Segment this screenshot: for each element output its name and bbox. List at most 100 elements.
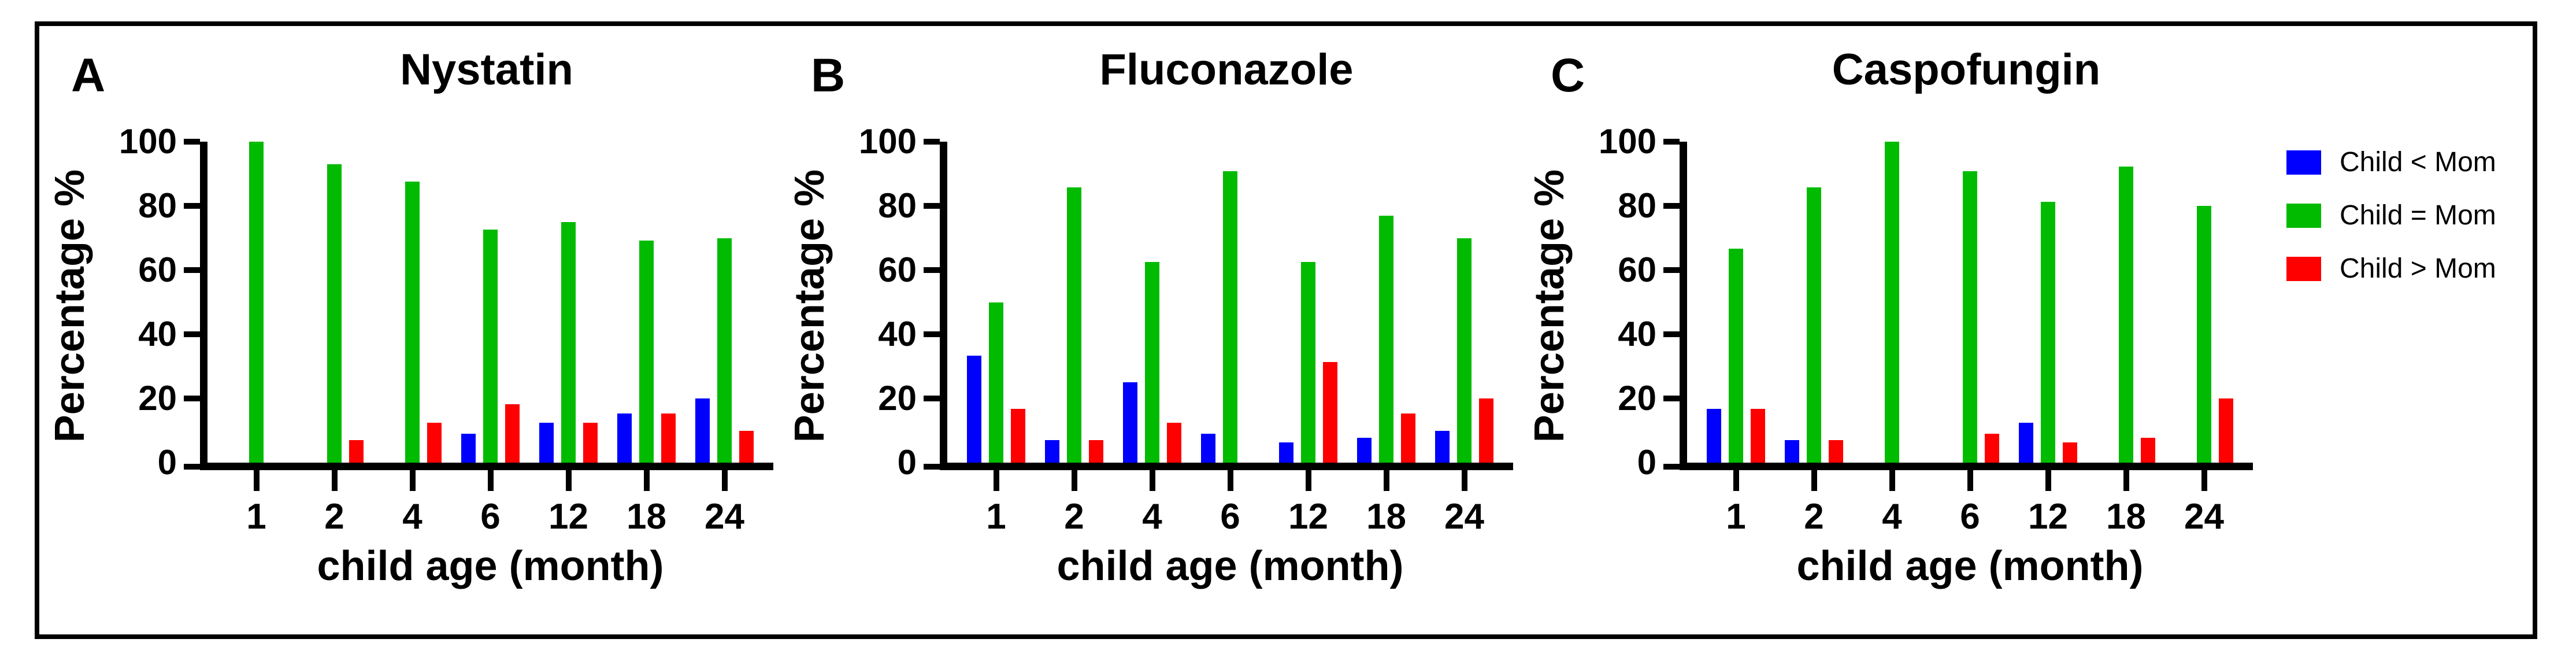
y-tick-label: 20 [878, 379, 917, 418]
x-axis-title: child age (month) [1796, 543, 2144, 589]
plot-area [200, 142, 773, 470]
bar-group-age-4 [1863, 142, 1921, 463]
x-tick-label: 6 [1220, 497, 1240, 537]
bar-group-age-12 [539, 142, 598, 463]
x-tick-cell [1201, 470, 1259, 493]
bar [1885, 142, 1899, 463]
bar-group-age-4 [383, 142, 442, 463]
y-tick-label: 40 [878, 315, 917, 353]
bar [1201, 433, 1215, 463]
bar [1479, 398, 1493, 463]
x-tick-mark [253, 470, 260, 491]
x-tick-cell [1435, 470, 1493, 493]
bar [483, 229, 498, 463]
bar [2141, 438, 2155, 463]
x-tick-mark [1383, 470, 1389, 491]
bar [1357, 438, 1372, 463]
x-tick-cell [2175, 470, 2233, 493]
x-tick-mark [409, 470, 416, 491]
x-tick-label: 18 [2106, 497, 2146, 537]
x-axis-ticks [1687, 470, 2253, 493]
y-axis-title: Percentage % [46, 169, 93, 443]
bar-group-age-24 [1435, 142, 1493, 463]
x-tick-label: 12 [1288, 497, 1328, 537]
x-tick-mark [1305, 470, 1311, 491]
bar [2019, 422, 2033, 463]
x-tick-mark [721, 470, 728, 491]
x-tick-cell [617, 470, 676, 493]
y-tick-label: 80 [138, 186, 177, 225]
y-axis-ticks: 0 20 40 60 80 100 [100, 122, 200, 482]
x-tick-mark [1967, 470, 1973, 491]
bar [1435, 430, 1450, 463]
y-axis-title: Percentage % [1526, 169, 1573, 443]
bar-group-age-1 [967, 142, 1025, 463]
bar-group-age-2 [1045, 142, 1103, 463]
y-tick-label: 60 [878, 250, 917, 289]
y-tick-label: 80 [1618, 186, 1656, 225]
x-tick-mark [1071, 470, 1077, 491]
x-tick-cell [1123, 470, 1181, 493]
x-tick-mark [1149, 470, 1155, 491]
y-axis-ticks: 0 20 40 60 80 100 [840, 122, 940, 482]
x-tick-cell [227, 470, 286, 493]
y-tick-label: 100 [118, 122, 177, 161]
y-tick-mark [184, 396, 200, 401]
x-tick-label: 4 [1882, 497, 1902, 537]
y-tick-label: 40 [1618, 315, 1656, 353]
x-tick-cell [1863, 470, 1921, 493]
y-tick-mark [1663, 396, 1680, 401]
x-tick-cell [1279, 470, 1337, 493]
panel-title: Caspofungin [1832, 45, 2101, 94]
x-tick-cell [539, 470, 598, 493]
legend-label: Child < Mom [2340, 147, 2496, 178]
plot-area [940, 142, 1513, 470]
bar [1301, 262, 1315, 463]
y-axis-ticks: 0 20 40 60 80 100 [1580, 122, 1680, 482]
x-tick-cell [1785, 470, 1843, 493]
y-tick-label: 80 [878, 186, 917, 225]
y-tick-mark [1663, 331, 1680, 337]
y-tick-label: 100 [858, 122, 917, 161]
x-tick-label: 4 [1142, 497, 1162, 537]
bar [539, 422, 554, 463]
y-tick-label: 40 [138, 315, 177, 353]
x-tick-mark [993, 470, 999, 491]
bar-group-age-12 [1279, 142, 1337, 463]
bar [505, 404, 520, 463]
bar [695, 398, 710, 463]
bar [2119, 166, 2133, 463]
bar-group-age-1 [227, 142, 286, 463]
bar [2219, 398, 2233, 463]
y-tick-label: 0 [157, 443, 177, 482]
x-tick-mark [1811, 470, 1817, 491]
y-tick-label: 20 [138, 379, 177, 418]
bar [989, 302, 1003, 463]
bar-group-age-18 [2097, 142, 2155, 463]
bar [1145, 262, 1159, 463]
legend: Child < Mom Child = Mom Child > Mom [2259, 26, 2533, 634]
x-tick-mark [2045, 470, 2051, 491]
bar [427, 422, 442, 463]
plot-area [1680, 142, 2253, 470]
legend-item: Child = Mom [2286, 202, 2533, 230]
bar-group-age-12 [2019, 142, 2077, 463]
y-tick-mark [924, 464, 940, 470]
x-tick-label: 2 [324, 497, 344, 537]
bar [1829, 440, 1843, 463]
bar [1785, 440, 1799, 463]
bar [617, 413, 632, 463]
x-axis-ticks [207, 470, 773, 493]
x-tick-mark [1461, 470, 1467, 491]
bar [1167, 422, 1181, 463]
x-tick-cell [383, 470, 442, 493]
x-tick-mark [2123, 470, 2129, 491]
bar-group-age-24 [2175, 142, 2233, 463]
x-tick-mark [643, 470, 650, 491]
y-tick-mark [1663, 464, 1680, 470]
x-tick-cell [1941, 470, 1999, 493]
bar [1279, 442, 1293, 463]
bar [2041, 201, 2055, 463]
x-tick-label: 18 [1366, 497, 1406, 537]
